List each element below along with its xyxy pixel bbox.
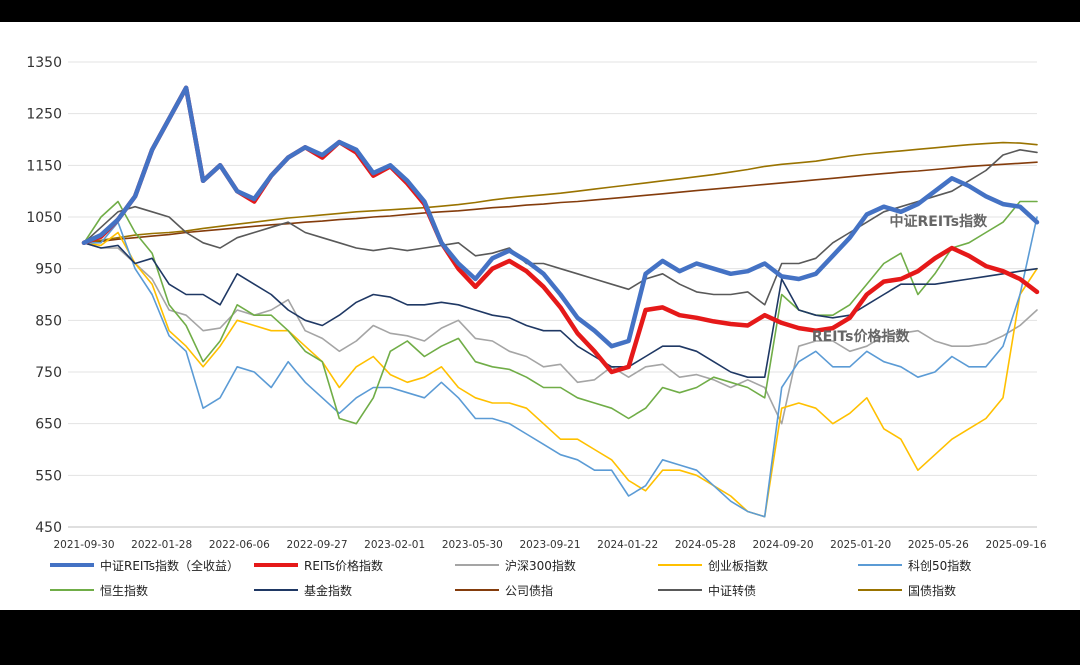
y-tick-label: 450 bbox=[35, 520, 62, 536]
x-tick-label: 2023-02-01 bbox=[364, 539, 425, 551]
legend-item: 基金指数 bbox=[254, 581, 352, 599]
legend-item: 创业板指数 bbox=[658, 556, 768, 574]
x-tick-label: 2025-09-16 bbox=[985, 539, 1046, 551]
legend-swatch bbox=[455, 564, 499, 566]
legend-swatch bbox=[455, 589, 499, 591]
legend-label: 中证转债 bbox=[708, 583, 757, 598]
series-line-4 bbox=[83, 216, 1038, 518]
legend-label: 创业板指数 bbox=[708, 558, 769, 573]
y-tick-label: 750 bbox=[35, 365, 62, 381]
legend-item: 中证REITs指数（全收益） bbox=[50, 556, 239, 574]
legend-label: 科创50指数 bbox=[908, 558, 972, 573]
legend-label: 基金指数 bbox=[304, 583, 353, 598]
y-tick-label: 850 bbox=[35, 313, 62, 329]
x-tick-label: 2024-09-20 bbox=[752, 539, 813, 551]
x-tick-label: 2025-01-20 bbox=[830, 539, 891, 551]
chart-frame: 1350 1250 1150 1050 950 850 750 650 550 450 2021-… bbox=[0, 22, 1080, 610]
y-axis-ticks: 1350 1250 1150 1050 950 850 750 650 550 450 bbox=[26, 55, 62, 536]
legend-swatch bbox=[858, 564, 902, 566]
series-line-9 bbox=[83, 141, 1038, 244]
annotations: 中证REITs指数 REITs价格指数 bbox=[812, 213, 988, 345]
y-tick-label: 1150 bbox=[26, 158, 62, 174]
x-tick-label: 2021-09-30 bbox=[53, 539, 114, 551]
series-annotation: 中证REITs指数 bbox=[890, 213, 989, 230]
series-line-7 bbox=[83, 161, 1038, 244]
legend-swatch bbox=[858, 589, 902, 591]
y-tick-label: 1250 bbox=[26, 107, 62, 123]
y-tick-label: 650 bbox=[35, 417, 62, 433]
legend-item: 国债指数 bbox=[858, 581, 956, 599]
y-tick-label: 1350 bbox=[26, 55, 62, 71]
x-tick-label: 2023-05-30 bbox=[442, 539, 503, 551]
series-line-8 bbox=[83, 149, 1038, 306]
y-tick-label: 550 bbox=[35, 468, 62, 484]
legend-swatch bbox=[50, 563, 94, 567]
series-line-0 bbox=[81, 85, 1040, 349]
series-line-5 bbox=[83, 200, 1038, 425]
x-tick-label: 2024-05-28 bbox=[675, 539, 736, 551]
x-tick-label: 2023-09-21 bbox=[519, 539, 580, 551]
legend-label: 中证REITs指数（全收益） bbox=[100, 558, 240, 573]
legend-swatch bbox=[658, 564, 702, 566]
x-tick-label: 2022-01-28 bbox=[131, 539, 192, 551]
line-chart: 1350 1250 1150 1050 950 850 750 650 550 450 2021-… bbox=[26, 55, 1046, 551]
series-annotation: REITs价格指数 bbox=[812, 328, 911, 345]
y-tick-label: 950 bbox=[35, 262, 62, 278]
legend-item: REITs价格指数 bbox=[254, 556, 383, 574]
legend-item: 沪深300指数 bbox=[455, 556, 576, 574]
x-tick-label: 2022-09-27 bbox=[286, 539, 347, 551]
legend-label: 公司债指 bbox=[505, 583, 554, 598]
legend-item: 科创50指数 bbox=[858, 556, 971, 574]
legend-label: 沪深300指数 bbox=[505, 558, 576, 573]
legend-swatch bbox=[254, 589, 298, 591]
legend-label: 国债指数 bbox=[908, 583, 957, 598]
legend-label: REITs价格指数 bbox=[304, 558, 384, 573]
x-tick-label: 2025-05-26 bbox=[908, 539, 969, 551]
series-line-6 bbox=[83, 242, 1038, 379]
y-tick-label: 1050 bbox=[26, 210, 62, 226]
legend-swatch bbox=[658, 589, 702, 591]
series-line-3 bbox=[83, 231, 1038, 518]
legend-item: 公司债指 bbox=[455, 581, 553, 599]
legend-swatch bbox=[254, 563, 298, 567]
x-tick-label: 2024-01-22 bbox=[597, 539, 658, 551]
legend-label: 恒生指数 bbox=[100, 583, 149, 598]
series-line-2 bbox=[83, 242, 1038, 425]
legend-item: 中证转债 bbox=[658, 581, 756, 599]
series-lines bbox=[81, 85, 1040, 518]
legend-swatch bbox=[50, 589, 94, 591]
legend: 中证REITs指数（全收益） REITs价格指数 沪深300指数 创业板指数 科创50指… bbox=[50, 556, 1060, 606]
x-axis-ticks: 2021-09-30 2022-01-28 2022-06-06 2022-09-27… bbox=[53, 539, 1046, 551]
legend-item: 恒生指数 bbox=[50, 581, 148, 599]
x-tick-label: 2022-06-06 bbox=[209, 539, 270, 551]
